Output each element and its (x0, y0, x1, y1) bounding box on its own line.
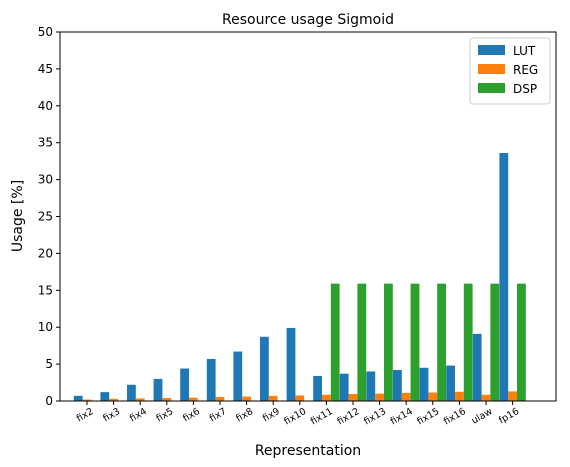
x-tick-label: fix11 (309, 406, 335, 427)
bar-lut-ulaw (472, 333, 482, 401)
bar-reg-fix4 (135, 398, 145, 401)
bar-lut-fix12 (339, 373, 349, 401)
y-tick-label: 10 (38, 320, 53, 334)
y-tick-label: 5 (45, 357, 53, 371)
bar-dsp-ulaw (490, 283, 500, 401)
y-axis: 0 5 10 15 20 25 30 35 40 45 50 (38, 25, 60, 408)
bar-lut-fix8 (233, 351, 243, 401)
bar-reg-fix14 (401, 392, 411, 401)
legend-label-reg: REG (513, 63, 538, 77)
bar-reg-fix10 (295, 395, 305, 401)
x-tick-label: fix15 (415, 406, 441, 427)
legend-label-dsp: DSP (513, 82, 537, 96)
bar-lut-fix15 (419, 367, 429, 401)
x-axis: fix2 fix3 fix4 fix5 fix6 fix7 fix8 fix9 fix10 fix… (75, 401, 521, 427)
bar-reg-fix11 (322, 394, 331, 401)
chart-title: Resource usage Sigmoid (222, 12, 394, 28)
x-tick-label: fix13 (362, 406, 388, 427)
bar-lut-fix14 (393, 370, 402, 401)
x-tick-label: fix16 (442, 406, 468, 427)
bar-reg-fp16 (508, 391, 517, 401)
x-tick-label: fix2 (75, 406, 96, 424)
bar-dsp-fix12 (357, 283, 367, 401)
y-tick-label: 50 (38, 25, 53, 39)
bar-lut-fix16 (446, 365, 455, 401)
bar-reg-fix13 (375, 393, 384, 401)
bar-dsp-fix15 (437, 283, 446, 401)
bar-dsp-fix11 (330, 283, 340, 401)
bars-group (73, 153, 526, 401)
bar-reg-ulaw (481, 394, 491, 401)
y-tick-label: 20 (38, 246, 53, 260)
bar-reg-fix15 (428, 392, 438, 401)
x-tick-label: fix3 (101, 406, 122, 424)
bar-reg-fix6 (189, 397, 198, 401)
y-tick-label: 45 (38, 62, 53, 76)
bar-lut-fix3 (100, 392, 110, 401)
bar-dsp-fix13 (384, 283, 393, 401)
x-tick-label: fix9 (261, 406, 282, 424)
y-tick-label: 25 (38, 210, 53, 224)
y-tick-label: 15 (38, 283, 53, 297)
x-tick-label: fix4 (128, 406, 149, 424)
legend-label-lut: LUT (513, 44, 536, 58)
y-tick-label: 0 (45, 394, 53, 408)
y-tick-label: 40 (38, 99, 53, 113)
x-tick-label: fix14 (389, 406, 415, 427)
y-axis-label: Usage [%] (10, 180, 26, 252)
bar-lut-fix5 (153, 378, 163, 401)
bar-reg-fix5 (162, 398, 172, 401)
bar-lut-fix9 (260, 336, 269, 401)
bar-lut-fix10 (286, 327, 296, 401)
bar-reg-fix16 (455, 391, 464, 401)
bar-reg-fix12 (348, 393, 358, 401)
bar-dsp-fix16 (463, 283, 473, 401)
x-tick-label: fix5 (155, 406, 176, 424)
bar-lut-fix6 (180, 368, 189, 401)
y-tick-label: 35 (38, 136, 53, 150)
x-tick-label: fix6 (181, 406, 202, 424)
bar-reg-fix2 (82, 399, 92, 401)
x-tick-label: fp16 (497, 406, 521, 426)
x-tick-label: ulaw (470, 406, 495, 427)
bar-lut-fix2 (73, 395, 83, 401)
legend-swatch-lut (478, 45, 505, 55)
legend-swatch-dsp (478, 83, 505, 93)
bar-reg-fix3 (109, 398, 118, 401)
bar-dsp-fix14 (410, 283, 420, 401)
legend-swatch-reg (478, 64, 505, 74)
x-axis-label: Representation (255, 443, 361, 459)
bar-lut-fix13 (366, 371, 376, 401)
x-tick-label: fix7 (208, 406, 229, 424)
y-tick-label: 30 (38, 173, 53, 187)
bar-lut-fix11 (313, 375, 322, 401)
bar-lut-fp16 (499, 153, 509, 401)
x-tick-label: fix10 (282, 406, 308, 427)
bar-lut-fix4 (127, 384, 136, 401)
legend: LUT REG DSP (469, 37, 551, 105)
bar-reg-fix8 (242, 396, 251, 401)
x-tick-label: fix12 (335, 406, 361, 427)
bar-reg-fix9 (268, 395, 278, 401)
x-tick-label: fix8 (234, 406, 255, 424)
bar-dsp-fp16 (517, 283, 526, 401)
bar-lut-fix7 (206, 358, 216, 401)
bar-reg-fix7 (215, 396, 225, 401)
